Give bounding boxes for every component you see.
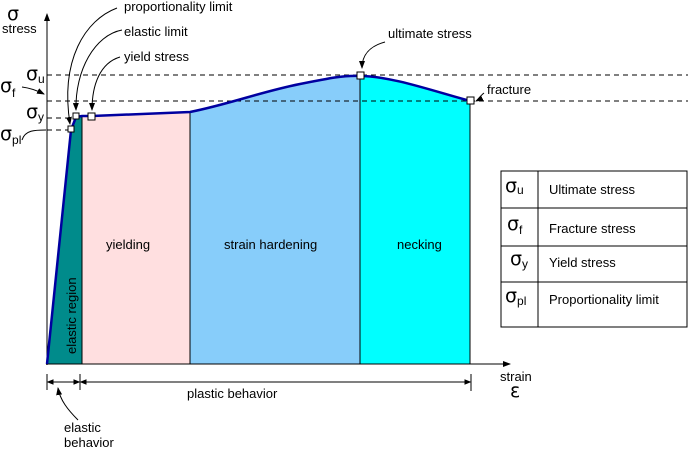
svg-text:σu: σu [505, 175, 524, 197]
curve-point-markers [67, 71, 475, 133]
sigma-f-label: σf [0, 75, 16, 100]
stress-level-labels: σu σf σy σpl [0, 63, 45, 147]
behavior-dimensions [46, 374, 472, 391]
elastic-limit-callout: elastic limit [124, 24, 188, 39]
yield-stress-marker [87, 112, 96, 121]
fracture-callout: fracture [487, 82, 531, 97]
x-axis-label: strain [500, 369, 532, 384]
plastic-behavior-label: plastic behavior [187, 386, 278, 401]
elastic-behavior-label-line1: elastic [64, 420, 101, 435]
proportionality-limit-callout: proportionality limit [124, 0, 233, 14]
x-axis-symbol: ε [510, 380, 520, 402]
elastic-region-fill [47, 116, 82, 364]
strain-hardening-region-fill [190, 75, 360, 365]
svg-text:σpl: σpl [505, 285, 526, 308]
elastic-region-label: elastic region [64, 277, 79, 354]
ultimate-stress-callout: ultimate stress [388, 26, 472, 41]
yielding-region-fill [82, 112, 190, 364]
sigma-u-label: σu [26, 63, 45, 86]
legend-row: σpl Proportionality limit [505, 285, 659, 308]
sigma-pl-label: σpl [0, 123, 21, 147]
elastic-behavior-label-line2: behavior [64, 435, 115, 450]
strain-hardening-label: strain hardening [224, 237, 317, 252]
legend-table: σu Ultimate stress σf Fracture stress σy… [500, 170, 688, 328]
y-axis-symbol: σ [7, 3, 19, 25]
stress-strain-curve [45, 74, 471, 365]
legend-label: Ultimate stress [549, 182, 635, 197]
necking-region-fill [360, 76, 470, 364]
svg-text:σy: σy [510, 248, 528, 271]
fracture-marker [466, 96, 475, 105]
elastic-limit-marker [72, 112, 80, 120]
legend-label: Yield stress [549, 255, 616, 270]
proportionality-limit-marker [67, 125, 75, 133]
legend-row: σu Ultimate stress [505, 175, 635, 197]
callout-leaders [21, 7, 485, 421]
yielding-label: yielding [106, 237, 150, 252]
y-axis-label: stress [2, 21, 37, 36]
sigma-y-label: σy [26, 101, 44, 124]
legend-label: Proportionality limit [549, 292, 659, 307]
legend-row: σf Fracture stress [507, 213, 636, 237]
region-fills [47, 75, 470, 365]
legend-row: σy Yield stress [510, 248, 616, 271]
svg-text:σf: σf [507, 213, 523, 237]
yield-stress-callout: yield stress [124, 49, 190, 64]
legend-label: Fracture stress [549, 221, 636, 236]
region-dividers [81, 76, 471, 364]
ultimate-stress-marker [356, 71, 365, 80]
necking-label: necking [397, 237, 442, 252]
